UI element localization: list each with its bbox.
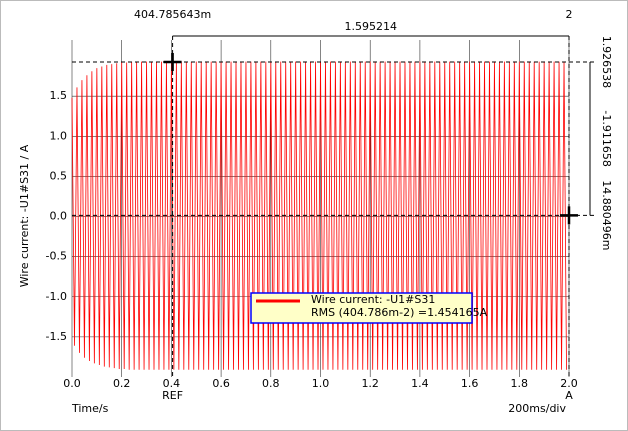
a-label: A	[565, 389, 573, 402]
x-tick-label: 1.6	[461, 377, 479, 390]
dy-label: -1.911658	[600, 110, 613, 166]
y-tick-label: -1.5	[46, 330, 67, 343]
x-tick-label: 0.4	[163, 377, 181, 390]
x-tick-label: 0.0	[63, 377, 81, 390]
ref-label: REF	[162, 389, 183, 402]
y-axis-label: Wire current: -U1#S31 / A	[18, 144, 31, 287]
legend-label: Wire current: -U1#S31	[311, 293, 435, 306]
x-tick-label: 1.2	[361, 377, 379, 390]
cursor-cross	[163, 52, 182, 71]
scale-label: 200ms/div	[508, 402, 566, 415]
x-tick-label: 0.8	[262, 377, 280, 390]
y-tick-label: 0.0	[50, 210, 68, 223]
y-tick-label: -1.0	[46, 290, 67, 303]
cursor-y2-label: 14.880496m	[600, 180, 613, 250]
y-tick-label: -0.5	[46, 250, 67, 263]
cursor-x1-label: 404.785643m	[134, 8, 211, 21]
x-tick-label: 1.4	[411, 377, 429, 390]
x-tick-label: 1.0	[312, 377, 330, 390]
cursor-y1-label: 1.926538	[600, 36, 613, 89]
x-axis-label: Time/s	[71, 402, 109, 415]
x-tick-label: 0.6	[212, 377, 230, 390]
x-tick-label: 0.2	[113, 377, 131, 390]
y-tick-label: 0.5	[50, 169, 68, 182]
dx-label: 1.595214	[345, 20, 398, 33]
y-tick-label: 1.5	[50, 89, 68, 102]
y-tick-label: 1.0	[50, 129, 68, 142]
cursor-cross	[560, 206, 578, 225]
rms-label: RMS (404.786m-2) =1.454165A	[311, 306, 488, 319]
x-tick-label: 1.8	[511, 377, 529, 390]
cursor-x2-label: 2	[566, 8, 573, 21]
legend-box	[250, 292, 473, 324]
x-tick-label: 2.0	[560, 377, 578, 390]
